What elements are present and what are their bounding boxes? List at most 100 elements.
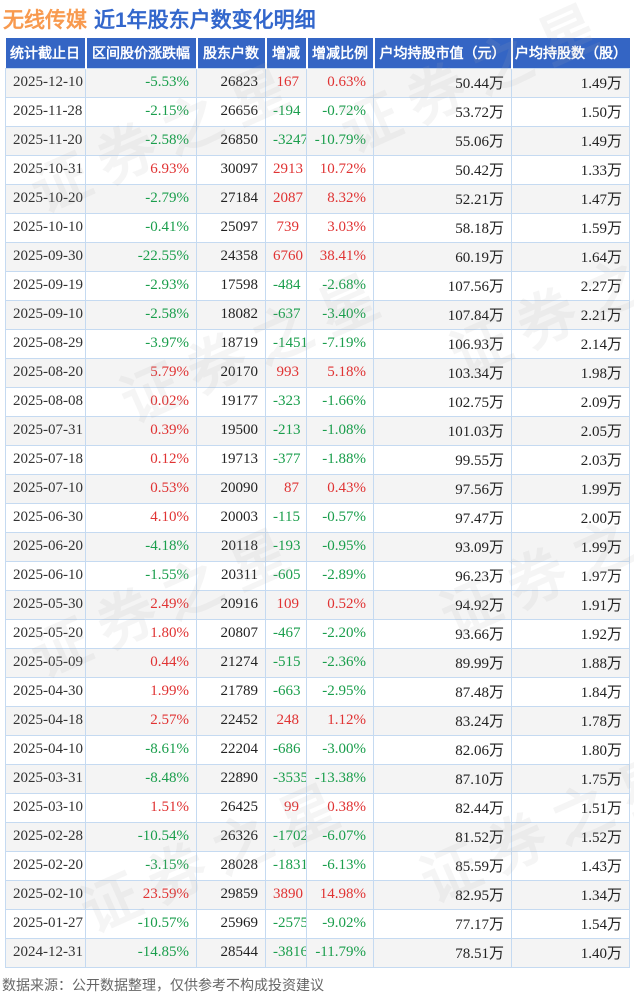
cell-holder-count: 28544: [196, 937, 266, 968]
cell-avg-holding-shares: 2.14万: [511, 328, 630, 359]
column-header-avg-holding-shares: 户均持股数（股）: [511, 38, 630, 68]
cell-avg-holding-shares: 1.49万: [511, 125, 630, 156]
cell-interval-price-change: 23.59%: [85, 879, 197, 910]
cell-change: -213: [265, 415, 307, 446]
cell-change: -1451: [265, 328, 307, 359]
cell-interval-price-change: 0.44%: [85, 647, 197, 678]
cell-stat-date: 2025-09-19: [5, 270, 86, 301]
cell-avg-holding-value: 50.44万: [373, 67, 512, 98]
cell-interval-price-change: -2.58%: [85, 125, 197, 156]
cell-holder-count: 20916: [196, 589, 266, 620]
cell-avg-holding-shares: 1.75万: [511, 763, 630, 794]
cell-avg-holding-shares: 1.97万: [511, 560, 630, 591]
cell-avg-holding-shares: 1.52万: [511, 821, 630, 852]
cell-change: 2087: [265, 183, 307, 214]
cell-interval-price-change: -2.79%: [85, 183, 197, 214]
cell-avg-holding-shares: 1.92万: [511, 618, 630, 649]
cell-avg-holding-shares: 2.09万: [511, 386, 630, 417]
cell-stat-date: 2025-04-10: [5, 734, 86, 765]
table-row: 2025-10-10 -0.41% 25097 739 3.03% 58.18万 1.59万: [5, 212, 630, 243]
cell-change-ratio: 5.18%: [306, 357, 374, 388]
stock-name: 无线传媒: [3, 9, 87, 32]
cell-change: -2575: [265, 908, 307, 939]
table-row: 2025-03-10 1.51% 26425 99 0.38% 82.44万 1.51万: [5, 792, 630, 823]
cell-change-ratio: -0.72%: [306, 96, 374, 127]
cell-holder-count: 20807: [196, 618, 266, 649]
cell-holder-count: 22204: [196, 734, 266, 765]
cell-stat-date: 2025-02-20: [5, 850, 86, 881]
cell-stat-date: 2025-08-08: [5, 386, 86, 417]
cell-stat-date: 2025-10-31: [5, 154, 86, 185]
cell-change: 167: [265, 67, 307, 98]
cell-change-ratio: 0.43%: [306, 473, 374, 504]
cell-interval-price-change: -14.85%: [85, 937, 197, 968]
cell-change: 248: [265, 705, 307, 736]
table-row: 2025-10-20 -2.79% 27184 2087 8.32% 52.21万 1.47…: [5, 183, 630, 214]
cell-interval-price-change: -8.61%: [85, 734, 197, 765]
cell-change: -3247: [265, 125, 307, 156]
table-row: 2025-03-31 -8.48% 22890 -3535 -13.38% 87.10万 1…: [5, 763, 630, 794]
cell-avg-holding-value: 85.59万: [373, 850, 512, 881]
column-header-avg-holding-value: 户均持股市值（元）: [373, 38, 513, 68]
cell-avg-holding-shares: 1.64万: [511, 241, 630, 272]
cell-interval-price-change: 0.53%: [85, 473, 197, 504]
cell-avg-holding-shares: 2.05万: [511, 415, 630, 446]
cell-holder-count: 26850: [196, 125, 266, 156]
cell-avg-holding-value: 83.24万: [373, 705, 512, 736]
cell-avg-holding-shares: 1.99万: [511, 473, 630, 504]
column-header-change-ratio: 增减比例: [306, 38, 375, 68]
cell-holder-count: 24358: [196, 241, 266, 272]
cell-interval-price-change: 4.10%: [85, 502, 197, 533]
cell-avg-holding-value: 81.52万: [373, 821, 512, 852]
cell-avg-holding-shares: 1.78万: [511, 705, 630, 736]
cell-stat-date: 2025-10-20: [5, 183, 86, 214]
cell-stat-date: 2025-02-28: [5, 821, 86, 852]
title-text: 近1年股东户数变化明细: [94, 9, 316, 32]
cell-stat-date: 2025-12-10: [5, 67, 86, 98]
cell-avg-holding-shares: 1.99万: [511, 531, 630, 562]
cell-change: -484: [265, 270, 307, 301]
cell-holder-count: 28028: [196, 850, 266, 881]
cell-change: -1702: [265, 821, 307, 852]
cell-interval-price-change: -5.53%: [85, 67, 197, 98]
cell-change-ratio: 8.32%: [306, 183, 374, 214]
cell-change-ratio: -7.19%: [306, 328, 374, 359]
table-row: 2025-11-28 -2.15% 26656 -194 -0.72% 53.72万 1.5…: [5, 96, 630, 127]
cell-avg-holding-shares: 1.40万: [511, 937, 630, 968]
cell-interval-price-change: -8.48%: [85, 763, 197, 794]
cell-change: -1831: [265, 850, 307, 881]
cell-interval-price-change: -10.57%: [85, 908, 197, 939]
cell-change-ratio: -6.13%: [306, 850, 374, 881]
table-row: 2025-10-31 6.93% 30097 2913 10.72% 50.42万 1.33…: [5, 154, 630, 185]
table-row: 2025-06-20 -4.18% 20118 -193 -0.95% 93.09万 1.9…: [5, 531, 630, 562]
cell-holder-count: 22890: [196, 763, 266, 794]
cell-stat-date: 2025-07-18: [5, 444, 86, 475]
cell-avg-holding-value: 107.56万: [373, 270, 512, 301]
cell-change-ratio: -3.00%: [306, 734, 374, 765]
cell-avg-holding-value: 78.51万: [373, 937, 512, 968]
cell-stat-date: 2025-09-30: [5, 241, 86, 272]
cell-avg-holding-shares: 1.50万: [511, 96, 630, 127]
column-header-holder-count: 股东户数: [196, 38, 267, 68]
cell-change-ratio: 3.03%: [306, 212, 374, 243]
cell-avg-holding-value: 93.09万: [373, 531, 512, 562]
cell-stat-date: 2025-06-10: [5, 560, 86, 591]
cell-stat-date: 2025-04-18: [5, 705, 86, 736]
cell-change-ratio: 0.52%: [306, 589, 374, 620]
cell-interval-price-change: -4.18%: [85, 531, 197, 562]
cell-holder-count: 21274: [196, 647, 266, 678]
cell-stat-date: 2025-10-10: [5, 212, 86, 243]
cell-holder-count: 22452: [196, 705, 266, 736]
cell-avg-holding-value: 99.55万: [373, 444, 512, 475]
cell-interval-price-change: 2.57%: [85, 705, 197, 736]
table-row: 2025-01-27 -10.57% 25969 -2575 -9.02% 77.17万 1…: [5, 908, 630, 939]
cell-interval-price-change: 6.93%: [85, 154, 197, 185]
cell-holder-count: 19500: [196, 415, 266, 446]
cell-stat-date: 2025-01-27: [5, 908, 86, 939]
cell-change-ratio: -1.88%: [306, 444, 374, 475]
cell-stat-date: 2025-06-30: [5, 502, 86, 533]
cell-change-ratio: -0.95%: [306, 531, 374, 562]
cell-change: -194: [265, 96, 307, 127]
table-row: 2024-12-31 -14.85% 28544 -3816 -11.79% 78.51万…: [5, 937, 630, 968]
cell-interval-price-change: -2.93%: [85, 270, 197, 301]
